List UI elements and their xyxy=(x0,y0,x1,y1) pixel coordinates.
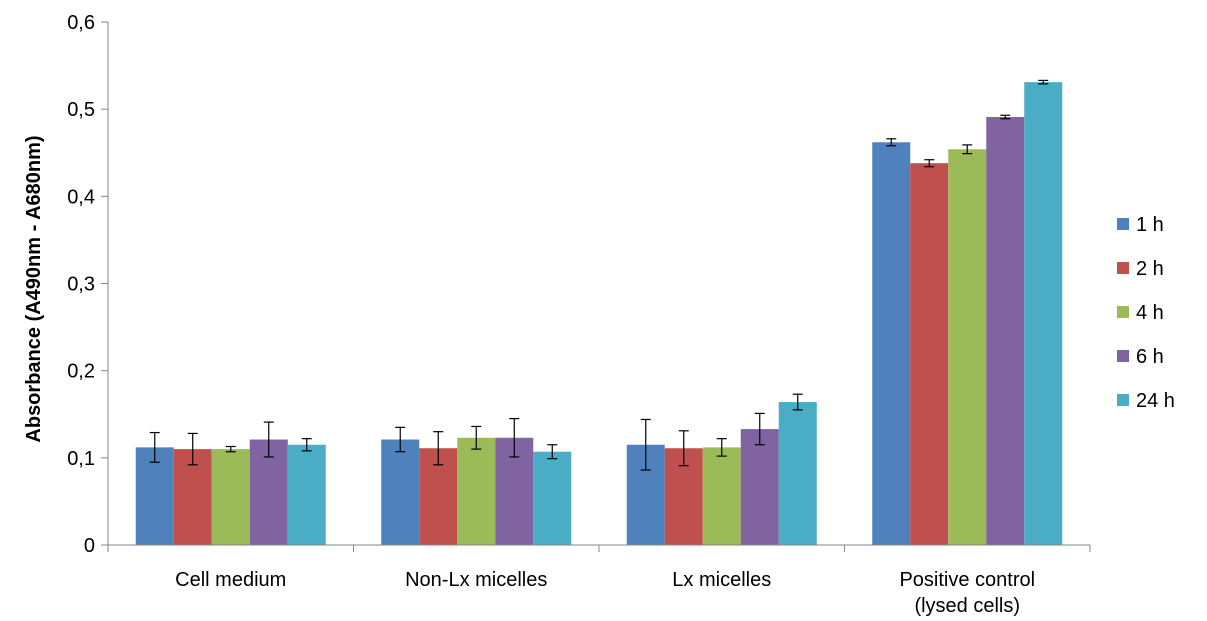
bar xyxy=(1024,82,1063,546)
x-category-label: Cell medium xyxy=(175,569,286,591)
legend-swatch xyxy=(1117,350,1129,362)
bar xyxy=(910,163,949,545)
y-tick-label: 0 xyxy=(84,535,95,557)
x-category-label: (lysed cells) xyxy=(914,595,1020,617)
legend-label: 24 h xyxy=(1136,390,1175,412)
y-tick-label: 0,3 xyxy=(67,274,95,296)
x-category-label: Positive control xyxy=(899,569,1035,591)
legend-swatch xyxy=(1117,394,1129,406)
y-tick-label: 0,6 xyxy=(67,12,95,34)
legend-swatch xyxy=(1117,218,1129,230)
bar xyxy=(211,449,250,545)
bar xyxy=(948,149,987,545)
legend-label: 4 h xyxy=(1136,302,1164,324)
y-tick-label: 0,1 xyxy=(67,448,95,470)
bar xyxy=(740,429,779,545)
legend-swatch xyxy=(1117,262,1129,274)
bar xyxy=(702,447,741,545)
bar xyxy=(381,439,420,545)
legend: 1 h 2 h 4 h 6 h 24 h xyxy=(1117,214,1175,412)
x-category-label: Non-Lx micelles xyxy=(405,569,547,591)
bar xyxy=(135,447,174,545)
y-axis: 0 0,1 0,2 0,3 0,4 0,5 0,6 xyxy=(67,12,109,557)
y-tick-label: 0,4 xyxy=(67,186,95,208)
bar xyxy=(778,402,817,545)
x-axis: Cell medium Non-Lx micelles Lx micelles Pos… xyxy=(107,544,1091,617)
y-axis-title: Absorbance (A490nm - A680nm) xyxy=(23,135,45,442)
bars xyxy=(135,79,1063,546)
y-tick-label: 0,5 xyxy=(67,99,95,121)
legend-swatch xyxy=(1117,306,1129,318)
legend-label: 6 h xyxy=(1136,346,1164,368)
bar xyxy=(287,444,326,545)
legend-label: 1 h xyxy=(1136,214,1164,236)
x-category-label: Lx micelles xyxy=(672,569,771,591)
bar xyxy=(457,437,496,545)
y-tick-label: 0,2 xyxy=(67,361,95,383)
bar xyxy=(533,451,572,545)
legend-label: 2 h xyxy=(1136,258,1164,280)
bar xyxy=(986,117,1025,546)
bar xyxy=(872,142,911,546)
